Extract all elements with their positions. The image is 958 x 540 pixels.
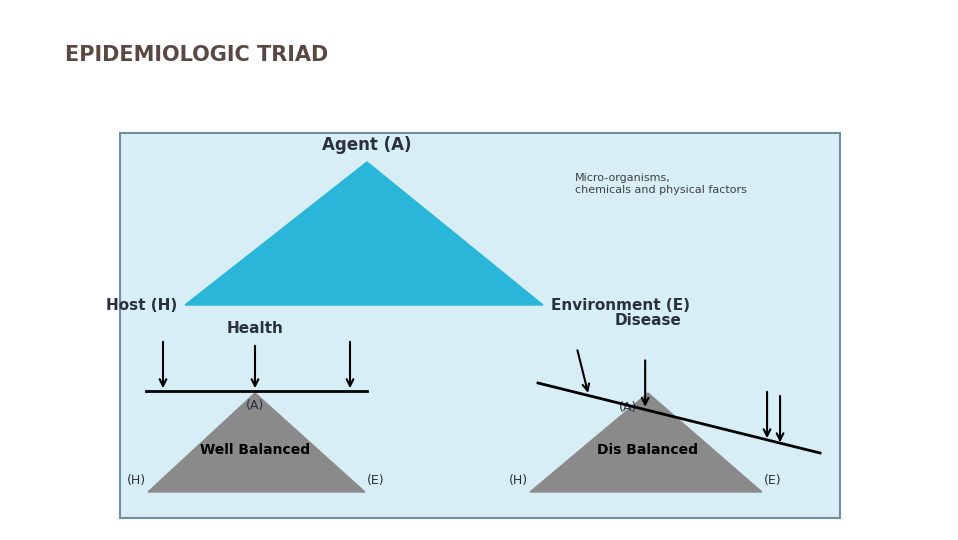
Text: Well Balanced: Well Balanced	[200, 443, 310, 457]
Text: (E): (E)	[764, 474, 782, 487]
Text: Dis Balanced: Dis Balanced	[598, 443, 698, 457]
Text: Micro-organisms,
chemicals and physical factors: Micro-organisms, chemicals and physical …	[575, 173, 747, 194]
Text: Health: Health	[226, 321, 284, 336]
Polygon shape	[185, 162, 543, 305]
Text: (H): (H)	[509, 474, 528, 487]
Polygon shape	[530, 393, 762, 492]
Text: (H): (H)	[126, 474, 146, 487]
Polygon shape	[148, 393, 365, 492]
Bar	[120, 133, 840, 518]
Text: (A): (A)	[246, 399, 264, 412]
Text: (A): (A)	[619, 401, 637, 414]
Text: Agent (A): Agent (A)	[322, 136, 412, 154]
Text: Disease: Disease	[615, 313, 681, 328]
Text: EPIDEMIOLOGIC TRIAD: EPIDEMIOLOGIC TRIAD	[65, 45, 329, 65]
Text: Environment (E): Environment (E)	[551, 298, 690, 313]
Text: (E): (E)	[367, 474, 384, 487]
Text: Host (H): Host (H)	[105, 298, 177, 313]
